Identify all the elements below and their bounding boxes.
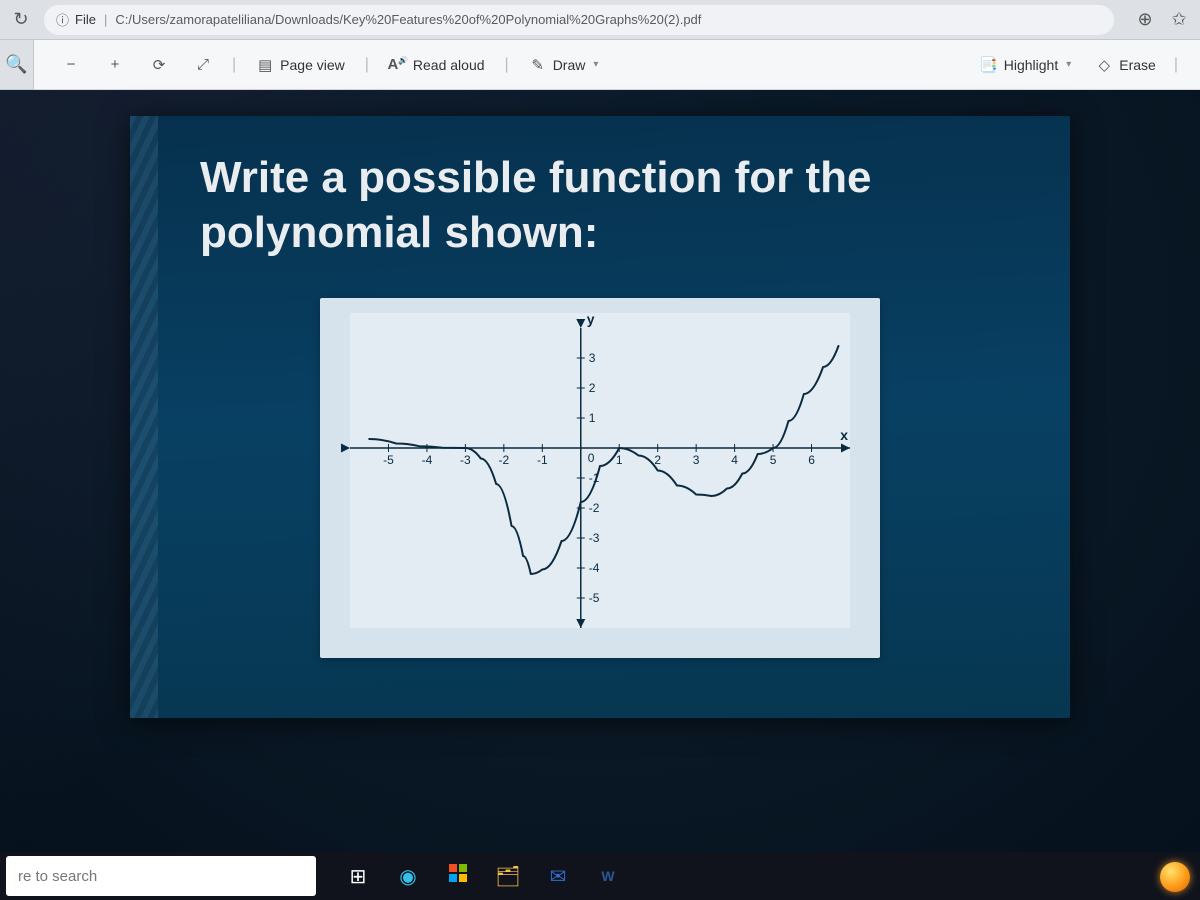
erase-button[interactable]: ◇ Erase xyxy=(1087,52,1164,78)
highlighter-icon: 📑 xyxy=(980,56,998,74)
chevron-down-icon: ▾ xyxy=(593,59,598,70)
address-bar[interactable]: ⓘ File | C:/Users/zamorapateliliana/Down… xyxy=(44,5,1114,35)
store-app-button[interactable] xyxy=(434,852,482,900)
svg-text:-3: -3 xyxy=(460,453,471,467)
store-icon xyxy=(448,863,468,889)
svg-text:-2: -2 xyxy=(589,501,600,515)
svg-text:1: 1 xyxy=(589,411,596,425)
slide-heading: Write a possible function for the polyno… xyxy=(200,150,1020,260)
task-view-icon: ⊞ xyxy=(350,864,367,889)
edge-icon: ◉ xyxy=(399,864,416,889)
draw-button[interactable]: ✎ Draw ▾ xyxy=(521,52,607,78)
zoom-out-button[interactable]: − xyxy=(54,52,88,77)
word-app-button[interactable]: W xyxy=(584,852,632,900)
find-in-page-button[interactable]: 🔍 xyxy=(0,40,34,90)
erase-label: Erase xyxy=(1119,57,1156,73)
reload-button[interactable]: ↻ xyxy=(6,5,36,35)
url-path-text: C:/Users/zamorapateliliana/Downloads/Key… xyxy=(115,12,701,27)
mail-app-button[interactable]: ✉ xyxy=(534,852,582,900)
find-zoom-icon[interactable]: ⊕ xyxy=(1130,5,1160,35)
info-icon: ⓘ xyxy=(56,10,69,29)
url-scheme-label: File xyxy=(75,12,96,27)
taskbar-search-placeholder: re to search xyxy=(18,868,97,885)
read-aloud-label: Read aloud xyxy=(413,57,485,73)
url-separator: | xyxy=(104,12,107,27)
svg-text:-5: -5 xyxy=(383,453,394,467)
fit-icon: ⤢ xyxy=(194,56,212,73)
page-view-label: Page view xyxy=(280,57,345,73)
read-aloud-button[interactable]: A🔊 Read aloud xyxy=(381,52,493,77)
svg-text:2: 2 xyxy=(654,453,661,467)
highlight-label: Highlight xyxy=(1004,57,1058,73)
browser-address-row: ↻ ⓘ File | C:/Users/zamorapateliliana/Do… xyxy=(0,0,1200,40)
toolbar-separator: | xyxy=(505,56,509,74)
windows-taskbar: re to search ⊞ ◉ 🗂 ✉ W xyxy=(0,852,1200,900)
rotate-button[interactable]: ⟳ xyxy=(142,52,176,78)
explorer-app-button[interactable]: 🗂 xyxy=(484,852,532,900)
notification-orb[interactable] xyxy=(1160,862,1190,892)
chevron-down-icon: ▾ xyxy=(1066,59,1071,70)
svg-text:y: y xyxy=(587,311,595,327)
pen-icon: ✎ xyxy=(529,56,547,74)
taskbar-pinned-apps: ⊞ ◉ 🗂 ✉ W xyxy=(334,852,632,900)
svg-text:-5: -5 xyxy=(589,591,600,605)
svg-text:3: 3 xyxy=(693,453,700,467)
page-view-icon: ▤ xyxy=(256,56,274,74)
edge-app-button[interactable]: ◉ xyxy=(384,852,432,900)
svg-text:-1: -1 xyxy=(537,453,548,467)
svg-text:-4: -4 xyxy=(422,453,433,467)
task-view-button[interactable]: ⊞ xyxy=(334,852,382,900)
svg-text:6: 6 xyxy=(808,453,815,467)
pdf-toolbar: − + ⟳ ⤢ | ▤ Page view | A🔊 Read aloud | … xyxy=(34,40,1200,90)
minus-icon: − xyxy=(62,56,80,73)
svg-text:-4: -4 xyxy=(589,561,600,575)
highlight-button[interactable]: 📑 Highlight ▾ xyxy=(972,52,1080,78)
plus-icon: + xyxy=(106,56,124,73)
fit-page-button[interactable]: ⤢ xyxy=(186,52,220,77)
svg-text:x: x xyxy=(840,427,848,443)
toolbar-separator: | xyxy=(1174,56,1178,74)
svg-text:3: 3 xyxy=(589,351,596,365)
toolbar-separator: | xyxy=(232,56,236,74)
svg-text:5: 5 xyxy=(770,453,777,467)
svg-text:4: 4 xyxy=(731,453,738,467)
read-aloud-icon: A🔊 xyxy=(389,56,407,73)
svg-text:2: 2 xyxy=(589,381,596,395)
taskbar-search[interactable]: re to search xyxy=(6,856,316,896)
toolbar-separator: | xyxy=(365,56,369,74)
slide-accent-stripe xyxy=(130,116,158,718)
svg-text:-3: -3 xyxy=(589,531,600,545)
draw-label: Draw xyxy=(553,57,586,73)
zoom-in-button[interactable]: + xyxy=(98,52,132,77)
eraser-icon: ◇ xyxy=(1095,56,1113,74)
svg-text:1: 1 xyxy=(616,453,623,467)
favorite-button[interactable]: ✩ xyxy=(1164,5,1194,35)
svg-text:0: 0 xyxy=(588,451,595,465)
chart-svg: -5-4-3-2-11234560123-1-2-3-4-5yx xyxy=(320,298,880,658)
word-icon: W xyxy=(601,868,614,884)
pdf-viewport[interactable]: Write a possible function for the polyno… xyxy=(0,90,1200,852)
polynomial-chart: -5-4-3-2-11234560123-1-2-3-4-5yx xyxy=(320,298,880,658)
mail-icon: ✉ xyxy=(550,864,567,889)
slide-card: Write a possible function for the polyno… xyxy=(130,116,1070,718)
folder-icon: 🗂 xyxy=(495,864,520,889)
rotate-icon: ⟳ xyxy=(150,56,168,74)
page-view-button[interactable]: ▤ Page view xyxy=(248,52,353,78)
svg-text:-2: -2 xyxy=(499,453,510,467)
